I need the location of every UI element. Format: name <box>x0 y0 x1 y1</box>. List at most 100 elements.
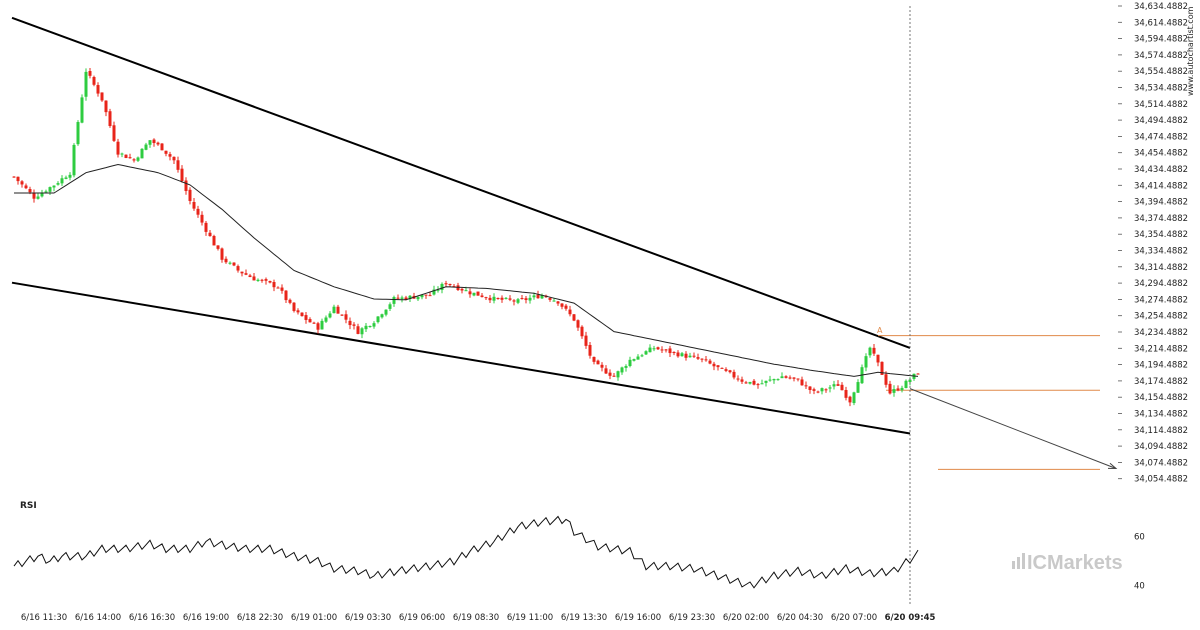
candle-bear <box>588 344 592 356</box>
candle-bear <box>444 283 448 285</box>
candle-bear <box>512 300 516 302</box>
candle-bull <box>828 387 832 389</box>
price-tick-label: 34,414.4882 <box>1134 181 1188 191</box>
pattern-point-label: A <box>877 326 883 335</box>
candle-bull <box>40 192 44 197</box>
candle-bear <box>132 159 136 161</box>
candle-bear <box>424 294 428 296</box>
candle-bear <box>740 379 744 382</box>
candle-bull <box>908 379 912 383</box>
candle-bull <box>772 379 776 381</box>
price-tick-label: 34,214.4882 <box>1134 344 1188 354</box>
candle-bull <box>748 381 752 384</box>
time-tick-label: 6/19 03:30 <box>345 613 391 623</box>
watermark: www.autochartist.com <box>1186 6 1195 96</box>
candle-bear <box>916 373 920 375</box>
candle-bear <box>116 141 120 155</box>
candle-bear <box>812 389 816 391</box>
candle-bear <box>28 189 32 193</box>
forecast-arrow <box>909 388 1118 470</box>
candle-bull <box>360 328 364 335</box>
candle-bear <box>800 379 804 386</box>
candle-bear <box>840 384 844 391</box>
candle-bull <box>324 317 328 322</box>
candle-bear <box>484 297 488 299</box>
candle-bear <box>112 125 116 141</box>
candle-bear <box>428 295 432 297</box>
candle-bull <box>80 97 84 123</box>
candle-bear <box>584 335 588 346</box>
ma-line <box>14 163 919 377</box>
candle-bear <box>272 282 276 288</box>
candle-bear <box>160 143 164 151</box>
price-tick-label: 34,474.4882 <box>1134 132 1188 142</box>
candle-bear <box>488 297 492 301</box>
candle-bull <box>60 178 64 184</box>
candle-bull <box>256 279 260 281</box>
price-tick-label: 34,434.4882 <box>1134 165 1188 175</box>
candle-bear <box>848 396 852 403</box>
candle-bear <box>752 380 756 385</box>
candle-bear <box>716 365 720 368</box>
candle-bull <box>440 283 444 290</box>
candle-bear <box>692 355 696 357</box>
price-tick-label: 34,314.4882 <box>1134 263 1188 273</box>
candle-bear <box>32 193 36 199</box>
candle-bear <box>204 222 208 232</box>
candle-bull <box>48 187 52 192</box>
candle-bear <box>312 322 316 324</box>
candle-bear <box>804 385 808 387</box>
candle-bear <box>520 298 524 300</box>
candle-bull <box>76 122 80 145</box>
price-tick-label: 34,094.4882 <box>1134 442 1188 452</box>
candle-bear <box>480 295 484 298</box>
candle-bull <box>436 289 440 291</box>
time-tick-label: 6/20 09:45 <box>885 613 936 623</box>
candle-bear <box>232 262 236 266</box>
candle-bear <box>268 281 272 283</box>
candle-bull <box>540 295 544 299</box>
candle-bear <box>104 100 108 113</box>
candle-bull <box>400 297 404 299</box>
price-tick-label: 34,114.4882 <box>1134 426 1188 436</box>
channel-upper-line <box>11 16 911 349</box>
candle-bull <box>900 387 904 391</box>
candle-bear <box>264 279 268 281</box>
candle-bear <box>788 377 792 379</box>
candle-bull <box>892 389 896 393</box>
candle-bear <box>872 347 876 354</box>
candle-bear <box>684 353 688 358</box>
candle-bear <box>356 326 360 334</box>
candle-bull <box>552 300 556 302</box>
candle-bear <box>344 314 348 320</box>
candle-bear <box>604 368 608 374</box>
candle-bear <box>124 154 128 158</box>
price-tick-label: 34,194.4882 <box>1134 361 1188 371</box>
candle-bear <box>896 388 900 391</box>
candle-bear <box>708 360 712 364</box>
candle-bear <box>724 369 728 371</box>
candle-bear <box>500 297 504 300</box>
candle-bear <box>784 376 788 378</box>
candle-bull <box>328 313 332 318</box>
candle-bear <box>808 386 812 390</box>
candle-bear <box>452 286 456 288</box>
price-tick-label: 34,614.4882 <box>1134 18 1188 28</box>
candle-bull <box>868 347 872 356</box>
price-levels <box>878 335 1100 470</box>
time-tick-label: 6/19 23:30 <box>669 613 715 623</box>
candle-bear <box>448 283 452 286</box>
candle-bear <box>340 314 344 316</box>
candles <box>12 67 920 407</box>
candle-bull <box>84 71 88 97</box>
candle-bull <box>464 290 468 292</box>
candle-bear <box>496 297 500 299</box>
candle-bear <box>656 347 660 350</box>
candle-bear <box>560 303 564 307</box>
candle-bull <box>492 296 496 301</box>
candle-bear <box>224 258 228 263</box>
time-tick-label: 6/20 04:30 <box>777 613 823 623</box>
candle-bull <box>680 353 684 357</box>
candle-bull <box>688 355 692 358</box>
candle-bear <box>196 208 200 215</box>
